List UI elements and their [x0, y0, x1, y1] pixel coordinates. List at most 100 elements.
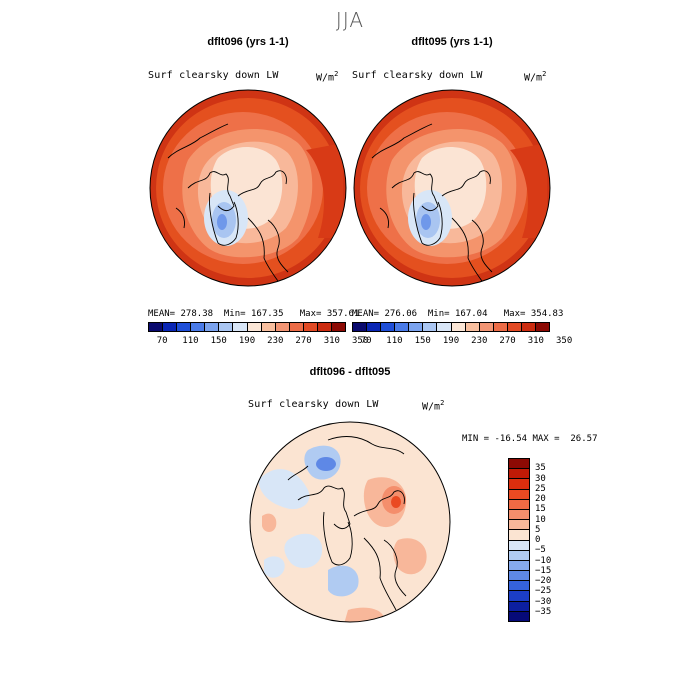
panel-2-colorbar-tick-label: 350	[556, 336, 573, 346]
diff-panel-title: dflt096 - dflt095	[309, 366, 391, 378]
diff-colorbar-label: −20	[535, 576, 552, 586]
panel-2-border	[353, 89, 551, 287]
diff-colorbar-swatch	[509, 479, 529, 490]
diff-colorbar-swatch	[509, 571, 529, 582]
diff-colorbar-swatch	[509, 520, 529, 531]
diff-panel-variable-label: Surf clearsky down LW	[248, 399, 379, 410]
figure-title: JJA	[335, 8, 365, 32]
panel-1-colorbar	[148, 322, 346, 332]
panel-2-colorbar-tick-label: 310	[527, 336, 544, 346]
panel-2-colorbar-tick-label: 150	[414, 336, 431, 346]
panel-1-colorbar-tick-label: 70	[156, 336, 168, 346]
diff-colorbar-label: 15	[535, 504, 546, 515]
panel-2-colorbar-swatch	[395, 323, 410, 331]
panel-1-colorbar-ticks: 70 110 150 190 230 270 310 350	[148, 336, 369, 348]
diff-panel-stats: MIN = -16.54 MAX = 26.57	[462, 434, 598, 444]
panel-1-variable-label: Surf clearsky down LW	[148, 70, 279, 81]
panel-2-polar-map	[353, 89, 551, 287]
panel-2-colorbar-swatch	[521, 323, 537, 331]
panel-1-border	[149, 89, 347, 287]
panel-1-colorbar-swatch	[219, 323, 234, 331]
diff-colorbar-swatch	[509, 509, 529, 521]
panel-2-coastlines	[371, 123, 493, 285]
panel-2-colorbar-tick-label: 110	[386, 336, 403, 346]
panel-1-colorbar-tick-label: 230	[267, 336, 284, 346]
diff-panel-border	[249, 421, 451, 623]
panel-2-colorbar-swatch	[479, 323, 494, 331]
diff-colorbar-swatch	[509, 591, 529, 602]
diff-colorbar-swatch	[509, 530, 529, 541]
panel-2-colorbar-swatch	[423, 323, 438, 331]
diff-colorbar-swatch	[509, 550, 529, 561]
panel-1-colorbar-tick-label: 190	[238, 336, 256, 346]
panel-1-colorbar-swatch	[247, 323, 262, 331]
panel-2-variable-label: Surf clearsky down LW	[352, 70, 483, 81]
panel-1-colorbar-swatch	[261, 323, 276, 331]
panel-2-colorbar-tick-label: 270	[499, 336, 516, 346]
panel-2-colorbar-swatch	[367, 323, 382, 331]
panel-2-stats: MEAN= 276.06 Min= 167.04 Max= 354.83	[352, 309, 564, 319]
diff-colorbar-swatch	[509, 459, 529, 470]
panel-1-colorbar-swatch	[191, 323, 206, 331]
panel-1-coastlines	[167, 123, 289, 285]
diff-colorbar-label: 25	[535, 483, 546, 494]
panel-1-colorbar-swatch	[317, 323, 333, 331]
panel-2-field	[354, 90, 550, 286]
panel-1-colorbar-swatch	[275, 323, 290, 331]
diff-colorbar-label: −15	[535, 565, 552, 576]
diff-colorbar-label: 0	[535, 535, 541, 545]
panel-2-colorbar-tick-label: 190	[442, 336, 460, 346]
panel-2-colorbar-swatch	[536, 323, 550, 331]
panel-1-colorbar-swatch	[149, 323, 164, 331]
panel-1-colorbar-swatch	[163, 323, 178, 331]
panel-1-field	[150, 90, 346, 286]
diff-colorbar-label: 35	[535, 463, 546, 474]
panel-2-colorbar-swatch	[437, 323, 452, 331]
diff-colorbar-labels: 35 30 25 20 15 10 5 0 −5 −10 −15 −20 −25 −30 −35	[535, 458, 575, 622]
panel-1-colorbar-swatch	[205, 323, 220, 331]
diff-colorbar-label: −10	[535, 555, 552, 566]
diff-colorbar-label: −25	[535, 586, 552, 597]
diff-panel-units: W/m2	[422, 399, 445, 413]
panel-1-colorbar-swatch	[177, 323, 192, 331]
panel-2-colorbar-swatch	[451, 323, 466, 331]
diff-colorbar-label: 5	[535, 524, 541, 535]
panel-2-colorbar-ticks: 70 110 150 190 230 270 310 350	[352, 336, 573, 348]
diff-colorbar-label: 30	[535, 473, 546, 484]
diff-panel-polar-map	[249, 421, 451, 623]
panel-2-units: W/m2	[524, 70, 547, 84]
panel-2-colorbar-swatch	[409, 323, 424, 331]
diff-panel-coastlines	[287, 436, 407, 611]
panel-1-stats: MEAN= 278.38 Min= 167.35 Max= 357.61	[148, 309, 360, 319]
diff-colorbar-label: −30	[535, 596, 552, 607]
panel-1-title: dflt096 (yrs 1-1)	[207, 36, 289, 48]
panel-2-colorbar	[352, 322, 550, 332]
panel-2-colorbar-tick-label: 230	[471, 336, 488, 346]
diff-colorbar-label: −5	[535, 545, 546, 556]
panel-2-colorbar-tick-label: 70	[360, 336, 372, 346]
panel-1-units: W/m2	[316, 70, 339, 84]
panel-1-colorbar-tick-label: 350	[352, 336, 369, 346]
panel-1-colorbar-swatch	[303, 323, 318, 331]
diff-colorbar-swatch	[509, 499, 529, 510]
diff-colorbar-swatch	[509, 560, 529, 572]
panel-2-colorbar-swatch	[507, 323, 522, 331]
panel-2-colorbar-swatch	[381, 323, 396, 331]
panel-2-colorbar-swatch	[493, 323, 508, 331]
diff-colorbar-swatch	[509, 581, 529, 592]
panel-1-colorbar-tick-label: 110	[182, 336, 199, 346]
diff-colorbar-label: 20	[535, 494, 546, 504]
panel-1-polar-map	[149, 89, 347, 287]
panel-1-colorbar-swatch	[289, 323, 304, 331]
diff-colorbar-label: −35	[535, 606, 552, 617]
panel-2-colorbar-swatch	[465, 323, 480, 331]
panel-1-colorbar-tick-label: 150	[210, 336, 227, 346]
panel-1-colorbar-tick-label: 270	[295, 336, 312, 346]
diff-colorbar-swatch	[509, 601, 529, 612]
diff-colorbar-swatch	[509, 611, 529, 621]
panel-1-colorbar-swatch	[332, 323, 346, 331]
diff-panel-field	[250, 422, 450, 622]
panel-1-colorbar-swatch	[233, 323, 248, 331]
diff-colorbar	[508, 458, 530, 622]
panel-1-colorbar-tick-label: 310	[323, 336, 340, 346]
